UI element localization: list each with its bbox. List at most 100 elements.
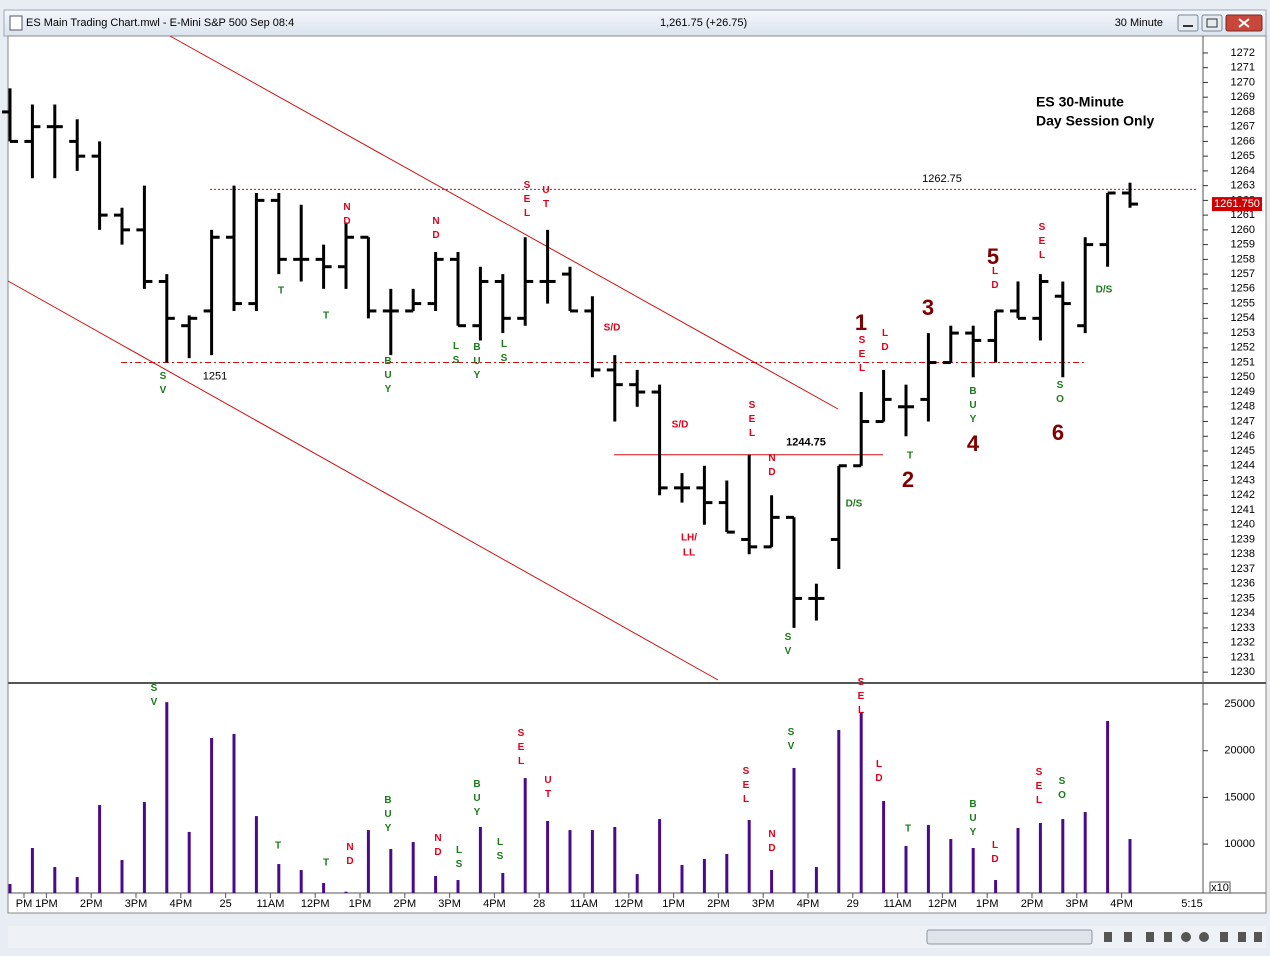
window-title: ES Main Trading Chart.mwl - E-Mini S&P 5… [26, 17, 294, 29]
volume-bar [1106, 721, 1110, 893]
volume-bar [478, 826, 482, 893]
y-tick-label: 1240 [1231, 519, 1255, 531]
annotation: SEL [1037, 222, 1048, 264]
volume-bar [75, 877, 79, 893]
y-tick-label: 1233 [1231, 622, 1255, 634]
x-tick-label: 1PM [976, 898, 999, 910]
volume-bar [837, 729, 841, 893]
x-tick-label: 3PM [438, 898, 461, 910]
volume-bar [523, 778, 527, 893]
x-tick-label: 4PM [483, 898, 506, 910]
y-tick-label: 1272 [1231, 47, 1255, 59]
x-tick-label: 3PM [125, 898, 148, 910]
volume-bar [792, 767, 796, 893]
chart-area [7, 35, 1267, 914]
volume-bar [994, 880, 998, 893]
volume-bar [53, 867, 57, 893]
close-icon [1238, 18, 1250, 28]
volume-bar [590, 830, 594, 893]
window-quote: 1,261.75 (+26.75) [660, 17, 747, 29]
annotation: LS [499, 339, 510, 367]
window-icon [9, 15, 23, 31]
volume-bar [747, 819, 751, 893]
volume-bar [120, 860, 124, 893]
volume-bar [882, 801, 886, 893]
annotation: LD [990, 266, 1001, 294]
restore-button[interactable] [1201, 14, 1223, 32]
volume-bar [299, 870, 303, 893]
toolbar-icon[interactable] [1164, 932, 1172, 942]
x-tick-label: 4PM [797, 898, 820, 910]
x-tick-label: 2PM [707, 898, 730, 910]
annotation: 2 [902, 467, 914, 492]
volume-bar [344, 891, 348, 893]
annotation: LS [495, 837, 506, 865]
volume-bar [30, 847, 34, 893]
annotation: T [275, 841, 281, 852]
minimize-button[interactable] [1177, 14, 1199, 32]
y-tick-label: 1248 [1231, 401, 1255, 413]
y-tick-label: 25000 [1224, 698, 1255, 710]
annotation: BUY [472, 779, 483, 821]
x-tick-label: 1PM [662, 898, 685, 910]
annotation: 6 [1052, 420, 1064, 445]
y-tick-label: 1232 [1231, 637, 1255, 649]
annotation: 5 [987, 244, 999, 269]
annotation: BUY [472, 342, 483, 384]
annotation: T [278, 286, 284, 297]
toolbar-icon[interactable] [1181, 932, 1191, 942]
volume-bar [949, 839, 953, 893]
annotation: SEL [857, 335, 868, 377]
volume-bar [814, 867, 818, 893]
y-tick-label: 20000 [1224, 745, 1255, 757]
annotation: ES 30-Minute [1036, 94, 1124, 110]
y-tick-label: 1249 [1231, 386, 1255, 398]
toolbar-icon[interactable] [1104, 932, 1112, 942]
volume-bar [187, 831, 191, 893]
annotation: BUY [383, 795, 394, 837]
x-tick-label: PM [16, 898, 33, 910]
toolbar-icon[interactable] [1199, 932, 1209, 942]
volume-bar [232, 733, 236, 893]
annotation: SV [158, 371, 169, 399]
annotation: LL [683, 548, 695, 559]
scroll-thumb[interactable] [926, 929, 1093, 945]
annotation: BUY [383, 356, 394, 398]
volume-bar [613, 826, 617, 893]
y-tick-label: 10000 [1224, 838, 1255, 850]
y-tick-label: 1256 [1231, 283, 1255, 295]
volume-bar [366, 830, 370, 893]
toolbar-icon[interactable] [1254, 932, 1262, 942]
y-tick-label: 1259 [1231, 239, 1255, 251]
annotation: ND [767, 453, 778, 481]
volume-bar [411, 842, 415, 893]
annotation: 3 [922, 295, 934, 320]
y-tick-label: 1250 [1231, 371, 1255, 383]
annotation: UT [543, 775, 554, 803]
y-tick-label: 1260 [1231, 224, 1255, 236]
x-tick-label: 12PM [928, 898, 957, 910]
annotation: LS [451, 341, 462, 369]
annotation: SEL [747, 400, 758, 442]
volume-bar [725, 853, 729, 893]
toolbar-icon[interactable] [1220, 932, 1228, 942]
toolbar-icon[interactable] [1124, 932, 1132, 942]
x-end-label: 5:15 [1181, 898, 1202, 910]
annotation: SV [786, 727, 797, 755]
toolbar-icon[interactable] [1238, 932, 1246, 942]
last-price-flag [1212, 197, 1262, 212]
x-tick-label: 29 [847, 898, 859, 910]
y-tick-label: 1230 [1231, 666, 1255, 678]
x-tick-label: 12PM [614, 898, 643, 910]
volume-bar [254, 816, 258, 893]
volume-bar [568, 830, 572, 893]
toolbar-icon[interactable] [1146, 932, 1154, 942]
y-tick-label: 1245 [1231, 445, 1255, 457]
y-tick-label: 1247 [1231, 415, 1255, 427]
volume-bar [635, 874, 639, 893]
volume-bar [859, 712, 863, 893]
volume-bar [322, 883, 326, 893]
volume-bar [904, 846, 908, 893]
annotation: ND [431, 216, 442, 244]
